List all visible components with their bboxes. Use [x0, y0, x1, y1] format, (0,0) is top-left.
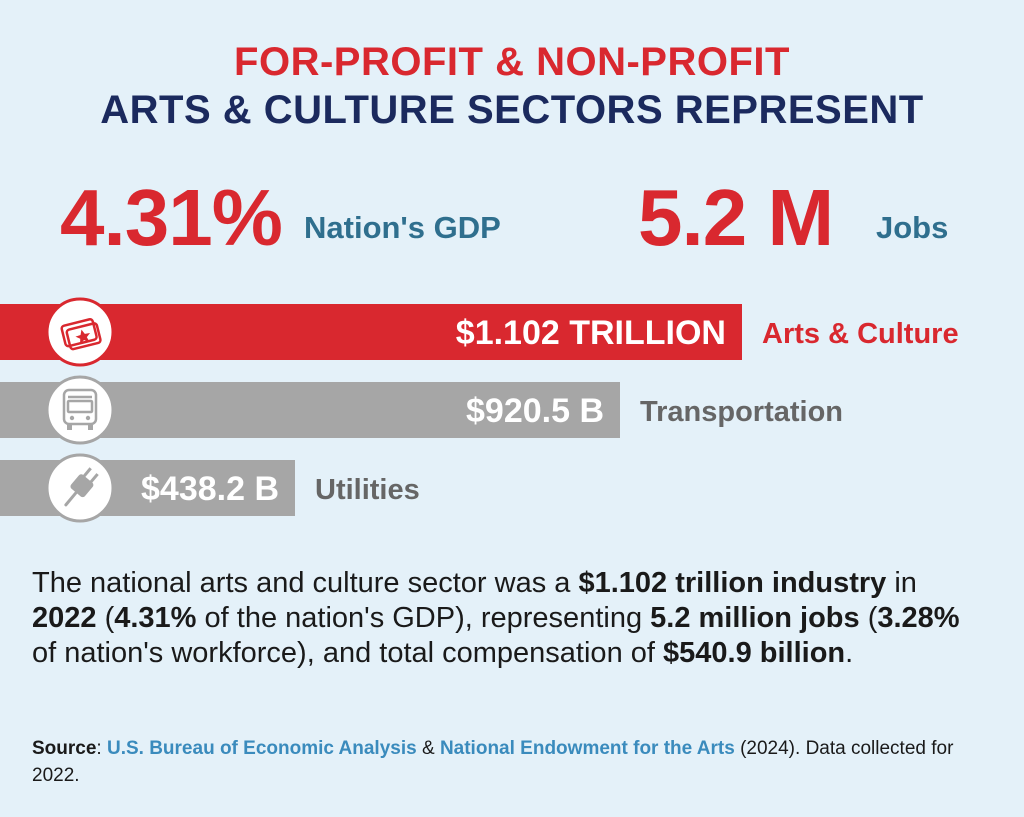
ticket-icon	[60, 318, 102, 351]
value-label-utilities: $438.2 B	[141, 470, 279, 508]
icon-circle-transportation	[45, 375, 115, 445]
value-label-arts-culture: $1.102 TRILLION	[456, 314, 726, 352]
nea-link[interactable]: National Endowment for the Arts	[439, 738, 735, 759]
source-note: Source: U.S. Bureau of Economic Analysis…	[32, 738, 954, 786]
summary-paragraph: The national arts and culture sector was…	[32, 567, 960, 669]
sector-bar-chart: $1.102 TRILLION Arts & Culture $920.5 B Tra…	[0, 297, 959, 523]
category-label-utilities: Utilities	[315, 474, 420, 506]
jobs-stat-label: Jobs	[876, 210, 949, 245]
gdp-stat-label: Nation's GDP	[304, 210, 501, 245]
gdp-stat-value: 4.31%	[60, 173, 283, 262]
plug-icon	[64, 467, 99, 507]
source-label: Source	[32, 738, 97, 759]
icon-circle-arts-culture	[45, 297, 115, 367]
category-label-transportation: Transportation	[640, 396, 843, 428]
jobs-stat-value: 5.2 M	[638, 173, 834, 262]
bar-arts-culture	[0, 304, 742, 360]
category-label-arts-culture: Arts & Culture	[762, 318, 959, 350]
value-label-transportation: $920.5 B	[466, 392, 604, 430]
bea-link[interactable]: U.S. Bureau of Economic Analysis	[106, 738, 417, 759]
title-line-1: FOR-PROFIT & NON-PROFIT	[234, 40, 790, 84]
bus-icon	[62, 388, 98, 430]
title-line-2: ARTS & CULTURE SECTORS REPRESENT	[100, 88, 924, 132]
